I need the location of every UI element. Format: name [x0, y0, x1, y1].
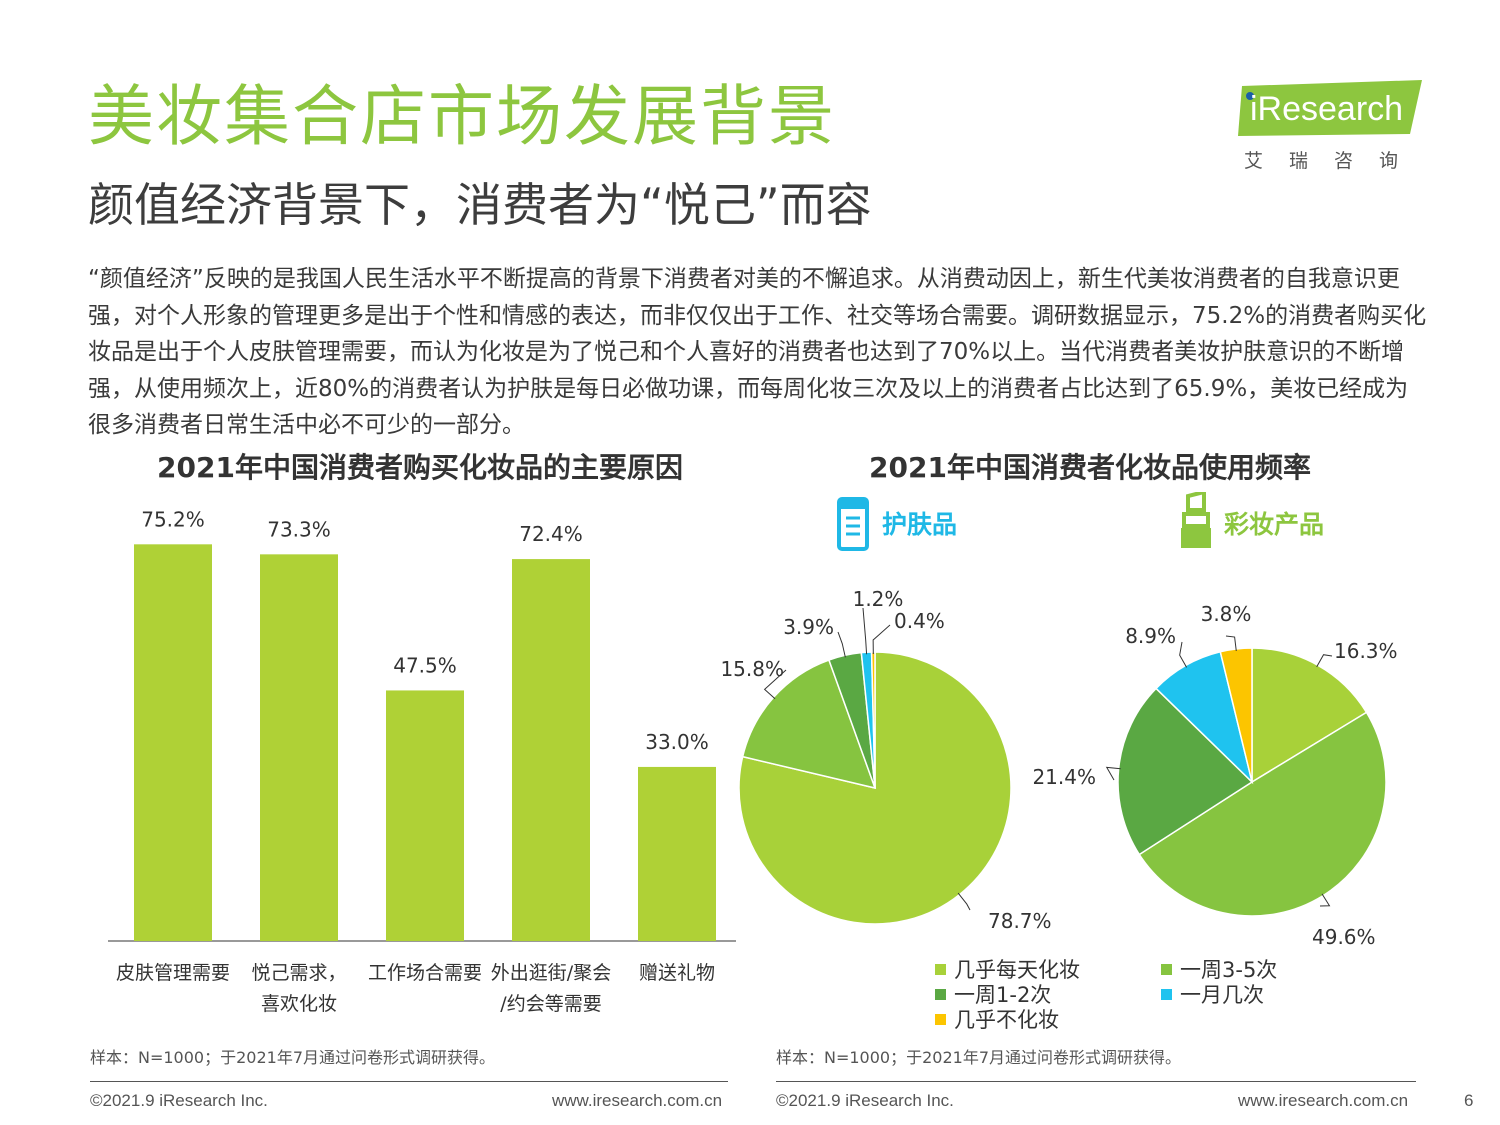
leader-line: [1105, 766, 1121, 781]
bar-chart-title: 2021年中国消费者购买化妆品的主要原因: [157, 451, 683, 484]
category-label: 赠送礼物: [639, 962, 715, 984]
slice-value-label: 78.7%: [988, 909, 1052, 933]
slice-value-label: 0.4%: [894, 609, 945, 633]
category-label: 工作场合需要: [368, 962, 482, 984]
pie-chart-title: 2021年中国消费者化妆品使用频率: [869, 451, 1311, 484]
page-title: 美妆集合店市场发展背景: [88, 78, 836, 155]
legend-swatch: [1161, 964, 1172, 975]
category-label: 喜欢化妆: [261, 993, 337, 1015]
skincare-label: 护肤品: [882, 510, 958, 539]
leader-line: [763, 669, 787, 700]
leader-line: [1225, 635, 1237, 651]
legend-item: 几乎每天化妆: [935, 960, 1080, 981]
legend-swatch: [935, 989, 946, 1000]
lipstick-icon: [1181, 492, 1211, 548]
skincare-bottle-icon: [837, 497, 869, 551]
category-label: 悦己需求，: [251, 962, 346, 984]
bar: [638, 766, 716, 941]
page-subtitle: 颜值经济背景下，消费者为“悦己”而容: [88, 178, 872, 232]
pie-charts: 78.7% 15.8% 3.9% 1.2%0.4% 16.3% 49.6% 21.4% 8.9…: [720, 587, 1398, 949]
bar-value-label: 72.4%: [519, 522, 583, 546]
legend-item: 几乎不化妆: [935, 1010, 1059, 1031]
category-label: /约会等需要: [500, 993, 601, 1015]
bar-value-label: 75.2%: [141, 507, 205, 531]
leader-line: [872, 624, 891, 655]
right-footnote: 样本：N=1000；于2021年7月通过问卷形式调研获得。: [776, 1048, 1181, 1067]
bar: [260, 554, 338, 941]
bar: [134, 544, 212, 941]
left-url: www.iresearch.com.cn: [552, 1091, 723, 1110]
slice-value-label: 15.8%: [720, 657, 784, 681]
legend-label: 一月几次: [1180, 983, 1264, 1007]
bar-value-label: 33.0%: [645, 730, 709, 754]
left-footnote: 样本：N=1000；于2021年7月通过问卷形式调研获得。: [90, 1048, 495, 1067]
leader-line: [837, 631, 846, 658]
left-footer-rule: [90, 1081, 728, 1082]
legend-label: 一周3-5次: [1180, 958, 1278, 982]
logo-badge-shape: [1238, 80, 1422, 136]
leader-line: [1319, 893, 1331, 907]
logo-dot-icon: [1246, 92, 1254, 100]
slice-value-label: 8.9%: [1125, 624, 1176, 648]
right-url: www.iresearch.com.cn: [1238, 1091, 1409, 1110]
bar-chart: 75.2% 皮肤管理需要 73.3% 悦己需求， 喜欢化妆 47.5% 工作场合需要 72.4…: [108, 507, 736, 1015]
slice-value-label: 3.8%: [1201, 602, 1252, 626]
iresearch-logo: iResearch 艾瑞咨询: [1238, 80, 1428, 172]
logo-subtitle: 艾瑞咨询: [1244, 150, 1425, 172]
bar: [512, 559, 590, 941]
category-label: 外出逛街/聚会: [491, 962, 611, 984]
slice-value-label: 16.3%: [1334, 639, 1398, 663]
legend-label: 几乎不化妆: [954, 1008, 1059, 1032]
legend-item: 一周1-2次: [935, 985, 1051, 1006]
slice-value-label: 21.4%: [1032, 765, 1096, 789]
legend-label: 一周1-2次: [954, 983, 1052, 1007]
leader-line: [1179, 641, 1188, 668]
logo-name: iResearch: [1250, 90, 1404, 128]
legend-swatch: [1161, 989, 1172, 1000]
slice-value-label: 49.6%: [1312, 925, 1376, 949]
intro-paragraph: “颜值经济”反映的是我国人民生活水平不断提高的背景下消费者对美的不懈追求。从消费…: [88, 266, 1427, 438]
slice-value-label: 1.2%: [853, 587, 904, 611]
slice-value-label: 3.9%: [783, 615, 834, 639]
legend-swatch: [935, 1014, 946, 1025]
right-footer-rule: [776, 1081, 1416, 1082]
left-copyright: ©2021.9 iResearch Inc.: [90, 1091, 268, 1110]
right-copyright: ©2021.9 iResearch Inc.: [776, 1091, 954, 1110]
bar-value-label: 73.3%: [267, 517, 331, 541]
page-number: 6: [1464, 1091, 1474, 1110]
bar: [386, 690, 464, 941]
legend-swatch: [935, 964, 946, 975]
pie-legend: 几乎每天化妆 一周3-5次一周1-2次 一月几次几乎不化妆: [935, 960, 1335, 1040]
legend-item: 一周3-5次: [1161, 960, 1277, 981]
makeup-label: 彩妆产品: [1224, 510, 1325, 539]
legend-label: 几乎每天化妆: [954, 958, 1080, 982]
legend-item: 一月几次: [1161, 985, 1264, 1006]
leader-line: [1316, 654, 1333, 668]
category-label: 皮肤管理需要: [116, 962, 230, 984]
leader-line: [862, 607, 868, 655]
bar-value-label: 47.5%: [393, 653, 457, 677]
leader-line: [957, 892, 971, 911]
